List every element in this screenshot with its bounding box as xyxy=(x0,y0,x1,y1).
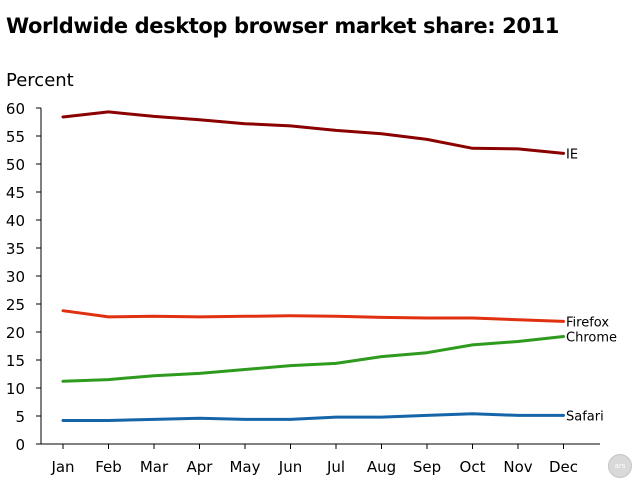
series-line-ie xyxy=(61,110,565,155)
y-tick-label: 35 xyxy=(6,240,25,258)
y-tick-label: 0 xyxy=(15,436,25,454)
series-label-ie: IE xyxy=(566,147,578,162)
x-tick-label: Jun xyxy=(278,458,302,476)
x-tick-label: Jan xyxy=(50,458,74,476)
series-label-safari: Safari xyxy=(566,409,604,424)
y-tick-label: 55 xyxy=(6,128,25,146)
series-line-safari xyxy=(61,412,565,422)
x-tick-label: Oct xyxy=(460,458,486,476)
y-tick-label: 50 xyxy=(6,156,25,174)
x-tick-label: Jul xyxy=(326,458,345,476)
series-label-chrome: Chrome xyxy=(566,330,617,345)
series-line-chrome xyxy=(61,335,565,383)
series-label-firefox: Firefox xyxy=(566,315,609,330)
chart-title: Worldwide desktop browser market share: … xyxy=(6,14,559,38)
series-lines xyxy=(61,110,565,422)
x-tick-label: Aug xyxy=(367,458,396,476)
x-tick-label: Dec xyxy=(549,458,578,476)
ars-logo: ars xyxy=(608,454,632,478)
y-tick-label: 30 xyxy=(6,268,25,286)
x-tick-label: May xyxy=(229,458,260,476)
x-tick-label: Apr xyxy=(187,458,214,476)
y-tick-label: 60 xyxy=(6,100,25,118)
y-tick-label: 5 xyxy=(15,408,25,426)
y-tick-label: 10 xyxy=(6,380,25,398)
x-tick-label: Nov xyxy=(503,458,532,476)
x-tick-label: Mar xyxy=(140,458,169,476)
y-axis-label: Percent xyxy=(6,70,74,91)
y-tick-label: 40 xyxy=(6,212,25,230)
axes: 0 5 10 15 20 25 30 35 40 45 50 55 60 Jan Feb Mar Apr May J… xyxy=(6,100,600,476)
x-tick-label: Sep xyxy=(413,458,441,476)
y-tick-label: 15 xyxy=(6,352,25,370)
y-tick-label: 45 xyxy=(6,184,25,202)
series-line-firefox xyxy=(61,309,565,323)
x-tick-label: Feb xyxy=(95,458,122,476)
y-tick-label: 25 xyxy=(6,296,25,314)
y-tick-label: 20 xyxy=(6,324,25,342)
